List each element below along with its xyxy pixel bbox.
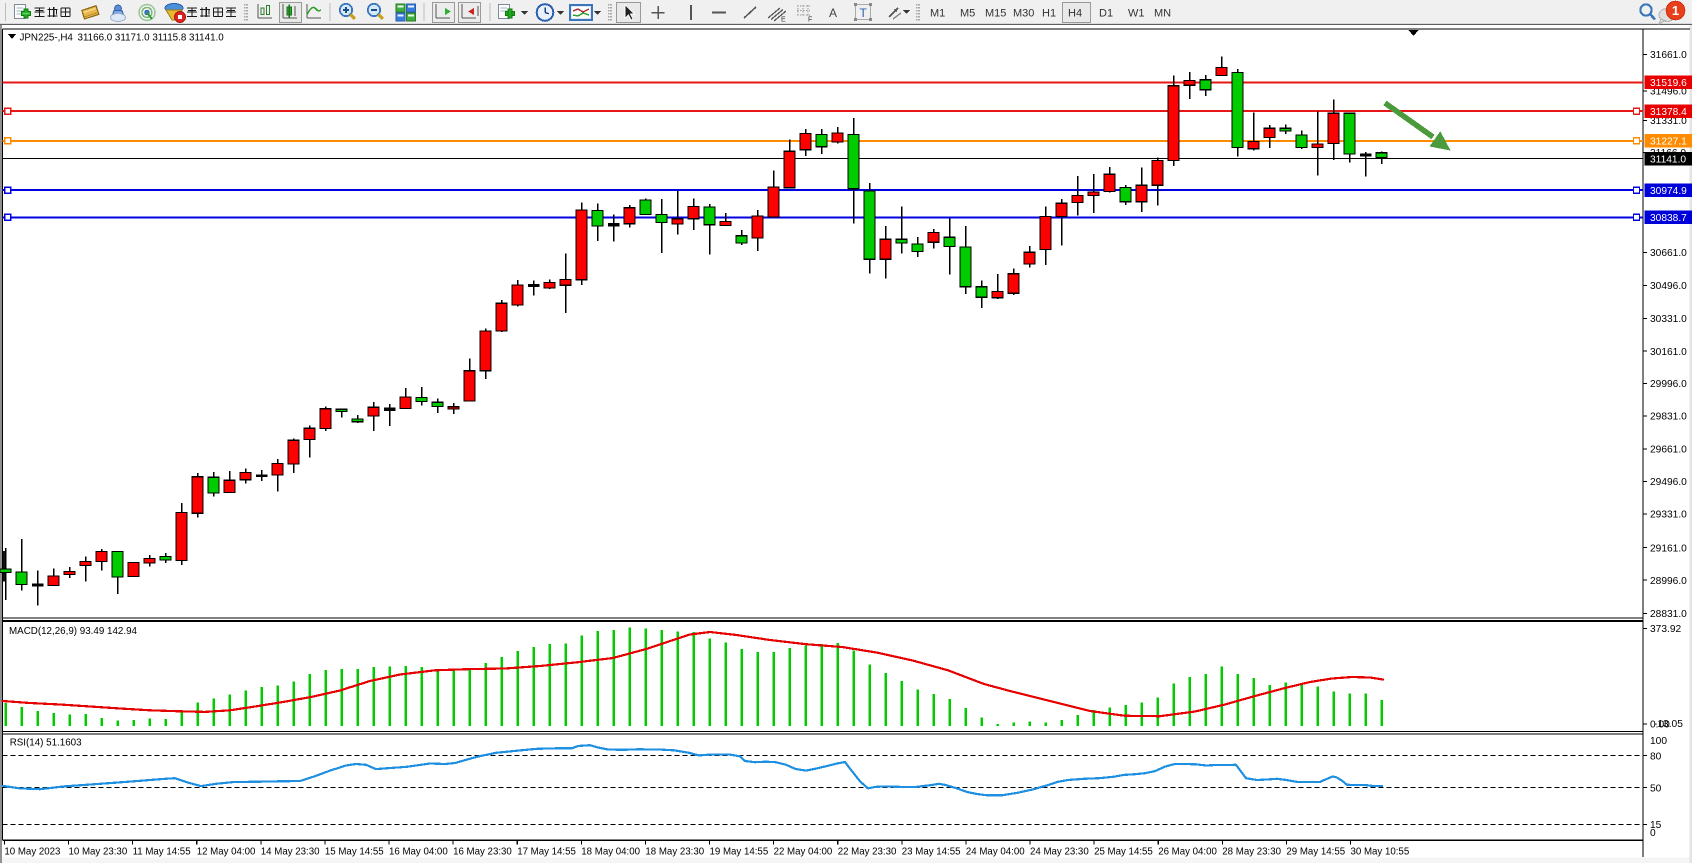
svg-text:29161.0: 29161.0 [1650, 543, 1687, 554]
svg-text:-13.05: -13.05 [1654, 719, 1683, 730]
svg-text:T: T [860, 6, 868, 20]
svg-text:D1: D1 [1099, 8, 1113, 20]
svg-text:19 May 14:55: 19 May 14:55 [710, 847, 769, 858]
svg-text:30661.0: 30661.0 [1650, 248, 1687, 259]
svg-text:H4: H4 [1068, 8, 1082, 20]
svg-text:30161.0: 30161.0 [1650, 347, 1687, 358]
svg-text:25 May 14:55: 25 May 14:55 [1094, 847, 1153, 858]
svg-text:M30: M30 [1013, 8, 1034, 20]
svg-text:22 May 23:30: 22 May 23:30 [838, 847, 897, 858]
svg-text:80: 80 [1650, 752, 1662, 763]
svg-text:31661.0: 31661.0 [1650, 50, 1687, 61]
svg-text:373.92: 373.92 [1650, 624, 1681, 635]
svg-text:15 May 14:55: 15 May 14:55 [325, 847, 384, 858]
svg-text:24 May 04:00: 24 May 04:00 [966, 847, 1025, 858]
svg-text:17 May 14:55: 17 May 14:55 [517, 847, 576, 858]
svg-text:26 May 04:00: 26 May 04:00 [1158, 847, 1217, 858]
svg-text:30974.9: 30974.9 [1650, 186, 1687, 197]
svg-text:F: F [808, 17, 812, 24]
svg-text:31519.6: 31519.6 [1650, 78, 1687, 89]
svg-text:1: 1 [1672, 3, 1679, 18]
svg-text:A: A [829, 6, 837, 20]
svg-text:MACD(12,26,9) 93.49 142.94: MACD(12,26,9) 93.49 142.94 [9, 626, 138, 637]
svg-text:30 May 10:55: 30 May 10:55 [1351, 847, 1410, 858]
svg-text:31378.4: 31378.4 [1650, 107, 1687, 118]
svg-text:RSI(14) 51.1603: RSI(14) 51.1603 [10, 737, 82, 748]
svg-text:16 May 23:30: 16 May 23:30 [453, 847, 512, 858]
svg-text:14 May 23:30: 14 May 23:30 [261, 847, 320, 858]
svg-text:10 May 2023: 10 May 2023 [4, 847, 60, 858]
svg-text:28 May 23:30: 28 May 23:30 [1222, 847, 1281, 858]
svg-text:22 May 04:00: 22 May 04:00 [774, 847, 833, 858]
svg-text:23 May 14:55: 23 May 14:55 [902, 847, 961, 858]
svg-text:H1: H1 [1042, 8, 1056, 20]
svg-text:M1: M1 [930, 8, 945, 20]
svg-text:28831.0: 28831.0 [1650, 609, 1687, 620]
svg-text:W1: W1 [1128, 8, 1145, 20]
svg-text:24 May 23:30: 24 May 23:30 [1030, 847, 1089, 858]
svg-text:30331.0: 30331.0 [1650, 314, 1687, 325]
svg-text:29996.0: 29996.0 [1650, 379, 1687, 390]
svg-text:30496.0: 30496.0 [1650, 281, 1687, 292]
svg-text:E: E [781, 17, 786, 24]
svg-text:31227.1: 31227.1 [1650, 136, 1687, 147]
svg-text:12 May 04:00: 12 May 04:00 [197, 847, 256, 858]
svg-text:18 May 04:00: 18 May 04:00 [581, 847, 640, 858]
svg-text:10 May 23:30: 10 May 23:30 [69, 847, 128, 858]
svg-text:16 May 04:00: 16 May 04:00 [389, 847, 448, 858]
svg-text:11 May 14:55: 11 May 14:55 [133, 847, 191, 858]
svg-text:18 May 23:30: 18 May 23:30 [645, 847, 704, 858]
svg-text:28996.0: 28996.0 [1650, 576, 1687, 587]
svg-text:31141.0: 31141.0 [1650, 154, 1686, 165]
svg-text:29331.0: 29331.0 [1650, 510, 1687, 521]
svg-text:M5: M5 [960, 8, 975, 20]
svg-text:MN: MN [1154, 8, 1171, 20]
svg-text:29 May 14:55: 29 May 14:55 [1286, 847, 1345, 858]
svg-text:29661.0: 29661.0 [1650, 445, 1687, 456]
svg-text:M15: M15 [985, 8, 1006, 20]
svg-text:29496.0: 29496.0 [1650, 477, 1687, 488]
svg-text:30838.7: 30838.7 [1650, 213, 1687, 224]
svg-text:29831.0: 29831.0 [1650, 411, 1687, 422]
svg-text:31166.0 31171.0 31115.8 31141.: 31166.0 31171.0 31115.8 31141.0 [78, 32, 225, 43]
svg-text:JPN225-,H4: JPN225-,H4 [20, 32, 74, 43]
svg-text:50: 50 [1650, 784, 1662, 795]
svg-text:0: 0 [1650, 828, 1656, 839]
svg-text:100: 100 [1650, 736, 1667, 747]
